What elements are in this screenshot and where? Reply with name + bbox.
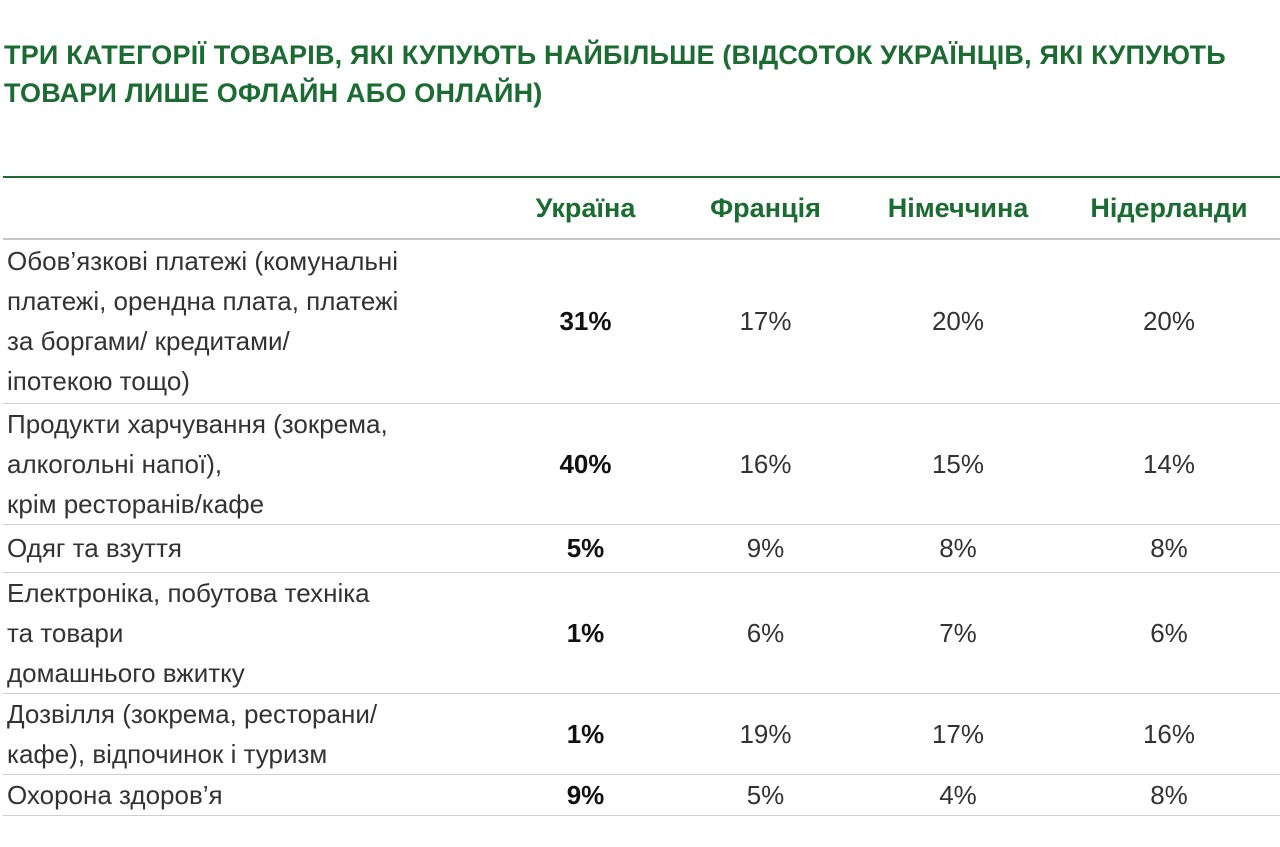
table-row: Електроніка, побутова техніка та товари до… [3, 572, 1280, 693]
table-row: Дозвілля (зокрема, ресторани/кафе), відп… [3, 693, 1280, 774]
value-netherlands: 14% [1142, 448, 1196, 479]
header-ukraine: Україна [535, 192, 636, 223]
value-germany: 7% [939, 617, 977, 648]
value-germany: 17% [931, 718, 985, 749]
value-france: 19% [739, 718, 792, 749]
value-ukraine: 9% [566, 779, 605, 810]
value-germany: 8% [939, 533, 977, 563]
header-empty [3, 177, 498, 239]
chart-title: ТРИ КАТЕГОРІЇ ТОВАРІВ, ЯКІ КУПУЮТЬ НАЙБІ… [4, 40, 1226, 108]
value-france: 9% [746, 533, 785, 563]
value-ukraine: 1% [566, 718, 605, 749]
value-france: 5% [746, 779, 785, 810]
value-netherlands: 8% [1150, 533, 1188, 563]
value-france: 6% [746, 617, 785, 648]
header-germany: Німеччина [887, 192, 1029, 223]
value-netherlands: 16% [1142, 718, 1196, 749]
row-label: Дозвілля (зокрема, ресторани/кафе), відп… [7, 698, 378, 769]
value-germany: 15% [931, 448, 985, 479]
value-germany: 20% [931, 306, 985, 337]
value-netherlands: 6% [1150, 617, 1188, 648]
value-france: 17% [739, 306, 792, 337]
table-row: Охорона здоров’я 9% 5% 4% 8% [3, 774, 1280, 815]
header-row: Україна Франція Німеччина Нідерланди [3, 177, 1280, 239]
row-label: Охорона здоров’я [7, 779, 223, 810]
value-ukraine: 31% [559, 306, 612, 337]
value-ukraine: 40% [559, 448, 612, 479]
value-ukraine: 1% [566, 617, 605, 648]
table-row: Одяг та взуття 5% 9% 8% 8% [3, 524, 1280, 572]
row-label: Продукти харчування (зокрема, алкогольні … [7, 408, 388, 519]
value-ukraine: 5% [566, 533, 605, 563]
table-row: Обов’язкові платежі (комунальні платежі, … [3, 239, 1280, 403]
table-row: Продукти харчування (зокрема, алкогольні … [3, 403, 1280, 524]
data-table: Україна Франція Німеччина Нідерланди Обо… [3, 176, 1280, 816]
row-label: Одяг та взуття [7, 533, 182, 563]
value-germany: 4% [939, 779, 977, 810]
value-netherlands: 20% [1142, 306, 1196, 337]
header-netherlands: Нідерланди [1090, 192, 1248, 223]
row-label: Електроніка, побутова техніка та товари до… [7, 577, 370, 688]
header-france: Франція [710, 192, 821, 223]
row-label: Обов’язкові платежі (комунальні платежі, … [7, 246, 399, 397]
value-france: 16% [739, 448, 792, 479]
value-netherlands: 8% [1150, 779, 1188, 810]
